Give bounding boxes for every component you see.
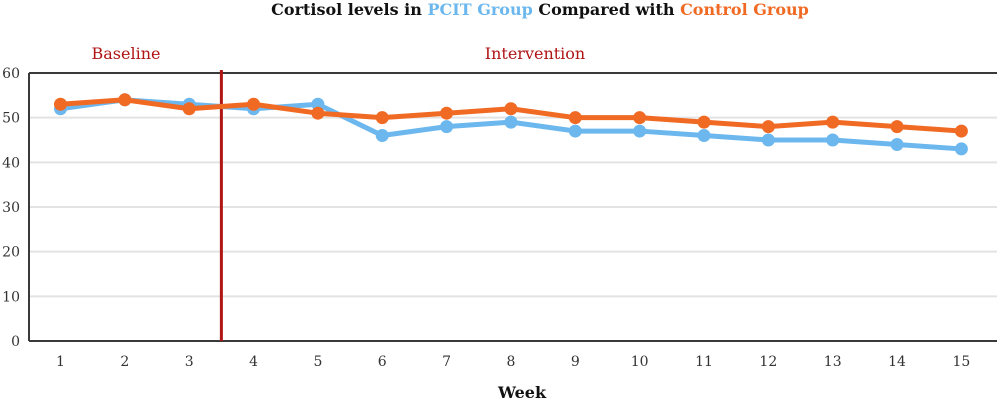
y-tick-label-50: 50 [2,111,20,127]
title-part-pcit: PCIT Group [427,0,532,19]
x-tick-label-12: 12 [759,354,777,370]
chart-title: Cortisol levels in PCIT Group Compared w… [271,0,809,19]
point-control-group-week-5 [311,106,325,120]
x-tick-label-1: 1 [56,354,65,370]
x-tick-label-10: 10 [631,354,649,370]
phase-markers: Baseline Intervention [92,44,585,341]
point-pcit-group-week-12 [761,133,775,147]
point-control-group-week-1 [54,97,67,111]
point-control-group-week-4 [247,97,261,111]
point-control-group-week-13 [826,115,840,129]
x-tick-label-5: 5 [313,354,322,370]
y-tick-label-30: 30 [2,200,20,216]
point-control-group-week-6 [375,111,389,125]
plot-frame [28,72,997,342]
x-tick-label-8: 8 [506,354,515,370]
x-tick-label-4: 4 [249,354,258,370]
x-tick-label-15: 15 [952,354,970,370]
x-axis-title: Week [497,383,547,402]
point-control-group-week-15 [954,124,968,138]
y-tick-label-10: 10 [2,289,20,305]
title-part-1: Cortisol levels in [271,0,427,19]
point-control-group-week-10 [633,111,647,125]
x-tick-label-14: 14 [888,354,906,370]
y-axis-ticks: 0 10 20 30 40 50 60 [2,66,20,350]
point-control-group-week-3 [182,102,196,116]
title-part-control: Control Group [680,0,809,19]
point-pcit-group-week-13 [826,133,840,147]
phase-label-intervention: Intervention [485,44,585,63]
point-control-group-week-11 [697,115,711,129]
x-tick-label-6: 6 [378,354,387,370]
y-tick-label-0: 0 [11,334,20,350]
point-control-group-week-9 [568,111,582,125]
title-part-3: Compared with [533,0,680,19]
point-pcit-group-week-8 [504,115,518,129]
x-axis-ticks: 1 2 3 4 5 6 7 8 9 10 11 12 13 14 15 [56,354,970,370]
x-tick-label-11: 11 [695,354,713,370]
series-layer [54,93,968,156]
point-pcit-group-week-5 [311,97,325,111]
point-pcit-group-week-14 [890,137,904,151]
y-tick-label-20: 20 [2,245,20,261]
gridlines [29,116,997,298]
phase-label-baseline: Baseline [92,44,161,63]
x-tick-label-7: 7 [442,354,451,370]
point-pcit-group-week-6 [375,129,389,143]
point-pcit-group-week-11 [697,129,711,143]
point-control-group-week-2 [118,93,132,107]
y-tick-label-60: 60 [2,66,20,82]
point-pcit-group-week-9 [568,124,582,138]
point-control-group-week-12 [761,120,775,134]
point-control-group-week-8 [504,102,518,116]
y-tick-label-40: 40 [2,155,20,171]
point-pcit-group-week-15 [954,142,968,156]
point-control-group-week-14 [890,120,904,134]
point-pcit-group-week-10 [633,124,647,138]
x-tick-label-2: 2 [120,354,129,370]
x-tick-label-9: 9 [571,354,580,370]
point-pcit-group-week-7 [440,120,454,134]
point-control-group-week-7 [440,106,454,120]
x-tick-label-3: 3 [185,354,194,370]
x-tick-label-13: 13 [824,354,842,370]
